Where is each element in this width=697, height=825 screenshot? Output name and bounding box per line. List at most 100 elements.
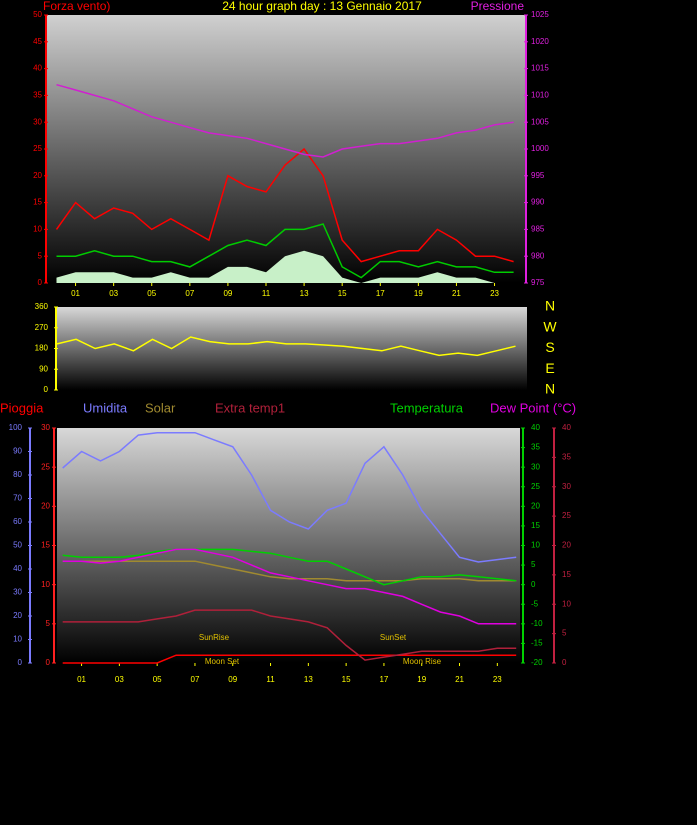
x-tick-label: 21 [455,675,464,684]
line [56,223,514,279]
y-tick-label: 0 [44,385,49,394]
annotation: SunSet [380,633,407,642]
x-tick-label: 13 [300,289,309,298]
x-tick-label: 09 [228,675,237,684]
x-tick-label: 19 [414,289,423,298]
y-tick-label: 975 [531,278,545,287]
x-tick-label: 01 [77,675,86,684]
y-tick-label: 35 [531,443,540,452]
y-tick-label: 995 [531,171,545,180]
y-tick-label: 15 [41,541,50,550]
y-tick-label: 10 [13,635,22,644]
y-tick-label: 45 [33,37,42,46]
legend-entry: Temperatura [390,400,464,415]
x-tick-label: 19 [417,675,426,684]
area [56,250,514,283]
line [62,548,517,625]
y-tick-label: 0 [562,658,567,667]
x-tick-label: 03 [115,675,124,684]
plot-area [57,307,527,390]
x-tick-label: 15 [338,289,347,298]
y-tick-label: -15 [531,639,543,648]
y-tick-label: 1020 [531,37,549,46]
legend-entry: Umidita [83,400,128,415]
legend-entry: Pioggia [0,400,44,415]
y-tick-label: 25 [531,482,540,491]
y-tick-label: 1010 [531,91,549,100]
y-tick-label: 1025 [531,10,549,19]
y-tick-label: 20 [33,171,42,180]
x-tick-label: 17 [379,675,388,684]
y-tick-label: 1005 [531,117,549,126]
x-tick-label: 15 [342,675,351,684]
x-tick-label: 01 [71,289,80,298]
y-tick-label: 10 [562,599,571,608]
y-tick-label: 80 [13,470,22,479]
y-tick-label: 25 [562,511,571,520]
y-tick-label: 5 [562,629,567,638]
y-tick-label: 0 [46,658,51,667]
line [56,336,516,357]
y-tick-label: 50 [13,541,22,550]
x-tick-label: 17 [376,289,385,298]
plot-area [57,428,520,663]
y-tick-label: 35 [562,452,571,461]
y-tick-label: 980 [531,251,545,260]
y-tick-label: W [543,318,557,334]
y-tick-label: 50 [33,10,42,19]
y-tick-label: 10 [531,541,540,550]
y-tick-label: N [545,381,555,397]
y-tick-label: 30 [531,462,540,471]
y-tick-label: 0 [38,278,43,287]
x-tick-label: 09 [223,289,232,298]
annotation: SunRise [199,633,230,642]
x-tick-label: 03 [109,289,118,298]
legend-entry: Solar [145,400,176,415]
x-tick-label: 05 [153,675,162,684]
y-tick-label: 1015 [531,64,549,73]
y-tick-label: 15 [33,198,42,207]
x-tick-label: 07 [185,289,194,298]
y-tick-label: 60 [13,517,22,526]
y-tick-label: 990 [531,198,545,207]
y-tick-label: 15 [562,570,571,579]
line [62,548,517,586]
y-tick-label: 30 [33,117,42,126]
y-tick-label: 30 [41,423,50,432]
y-tick-label: 15 [531,521,540,530]
y-tick-label: 40 [33,64,42,73]
line [55,147,514,263]
y-tick-label: 90 [39,364,48,373]
y-tick-label: 25 [41,462,50,471]
annotation: Moon Set [205,657,240,666]
y-tick-label: N [545,298,555,314]
y-tick-label: -5 [531,599,539,608]
y-tick-label: S [545,339,554,355]
x-tick-label: 11 [266,675,275,684]
legend-entry: Extra temp1 [215,400,285,415]
y-tick-label: 40 [562,423,571,432]
annotation: Moon Rise [403,657,442,666]
x-tick-label: 23 [493,675,502,684]
y-tick-label: 40 [13,564,22,573]
line [62,654,517,664]
y-tick-label: 5 [531,560,536,569]
line [62,560,517,582]
y-tick-label: 180 [35,344,49,353]
y-tick-label: 0 [531,580,536,589]
y-tick-label: 100 [9,423,23,432]
y-tick-label: 5 [46,619,51,628]
y-tick-label: 0 [18,658,23,667]
axis-label: Pressione [471,0,525,13]
x-tick-label: 13 [304,675,313,684]
y-tick-label: 90 [13,447,22,456]
y-tick-label: -20 [531,658,543,667]
line [56,83,514,158]
y-tick-label: 30 [13,588,22,597]
x-tick-label: 05 [147,289,156,298]
y-tick-label: 20 [562,541,571,550]
line [62,609,517,661]
x-tick-label: 07 [191,675,200,684]
